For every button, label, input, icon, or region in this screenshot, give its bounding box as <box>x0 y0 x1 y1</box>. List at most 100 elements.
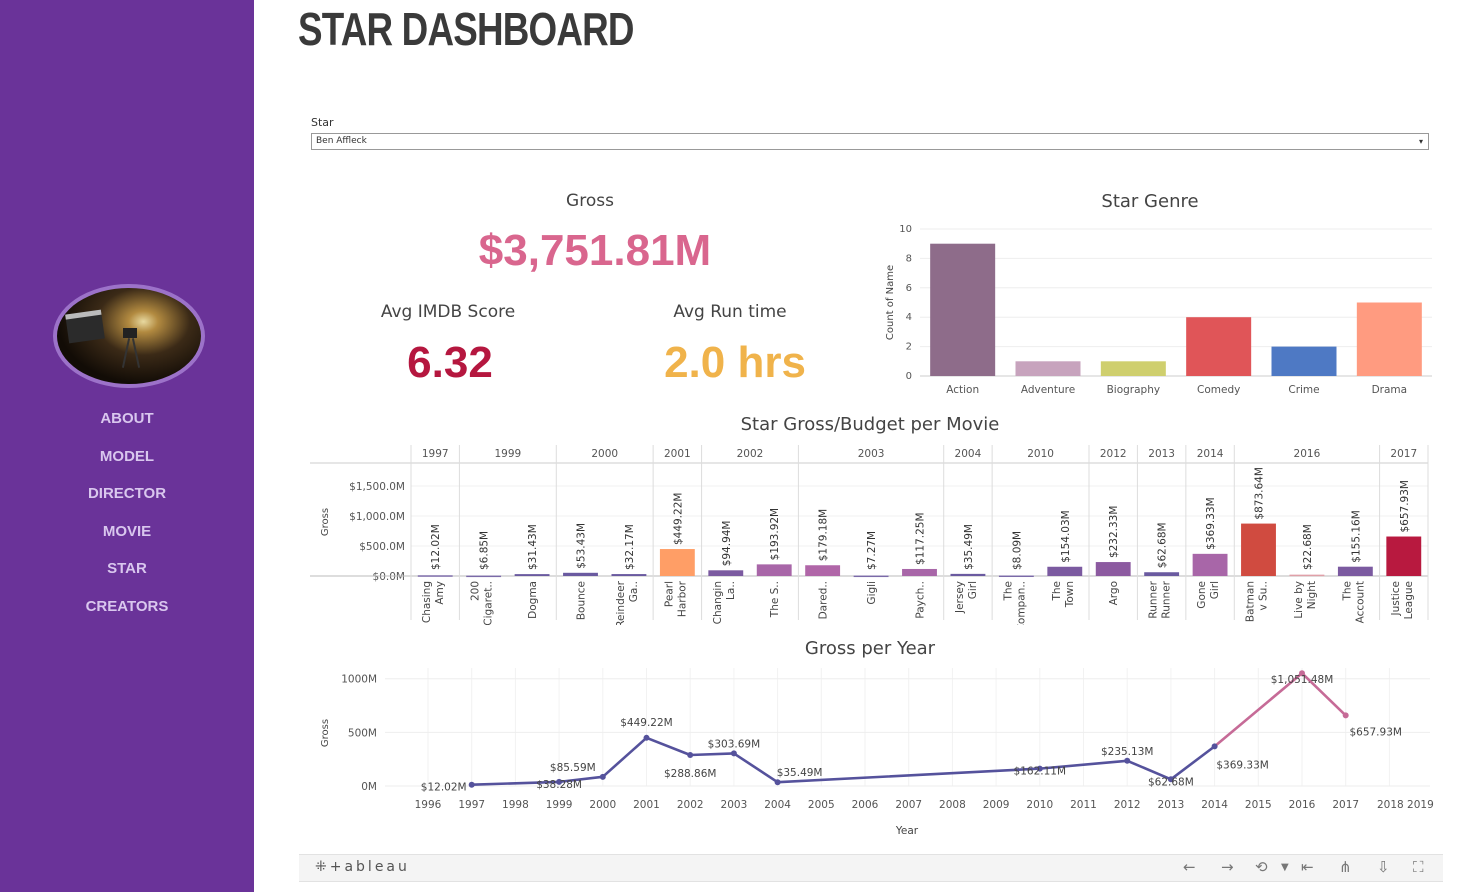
movie-bar[interactable] <box>563 572 598 576</box>
year-y-tick: 500M <box>348 727 377 739</box>
left-arrow-icon[interactable]: ← <box>1183 858 1196 876</box>
movie-bar[interactable] <box>1386 536 1422 576</box>
year-point-label: $449.22M <box>620 717 672 729</box>
year-point[interactable] <box>1211 743 1218 750</box>
movie-value-label: $7.27M <box>866 531 878 570</box>
movie-value-label: $369.33M <box>1205 497 1217 549</box>
chevron-down-icon[interactable]: ▼ <box>1281 862 1289 873</box>
year-point[interactable] <box>1036 765 1043 772</box>
movie-bar[interactable] <box>1095 562 1131 576</box>
year-point-label: $369.33M <box>1216 759 1268 771</box>
movie-value-label: $35.49M <box>963 524 975 570</box>
nav-star[interactable]: STAR <box>107 560 147 577</box>
year-point-label: $38.28M <box>536 779 582 791</box>
year-point[interactable] <box>774 779 781 786</box>
nav-model[interactable]: MODEL <box>99 447 155 465</box>
movie-bar[interactable] <box>805 565 841 576</box>
fullscreen-icon[interactable]: ⛶ <box>1413 858 1424 876</box>
year-point[interactable] <box>1342 712 1349 719</box>
star-dropdown-value: Ben Affleck <box>316 136 367 146</box>
movie-name-label: Girl <box>1209 581 1221 599</box>
nav-creators[interactable]: CREATORS <box>85 597 169 615</box>
movie-year-header: 2001 <box>664 448 691 460</box>
year-x-tick: 2018 2019 <box>1377 799 1434 811</box>
star-dropdown[interactable]: Ben Affleck ▾ <box>311 133 1429 150</box>
movie-bar[interactable] <box>1289 574 1325 577</box>
first-icon[interactable]: ⇤ <box>1301 858 1314 876</box>
movie-value-label: $179.18M <box>818 509 830 561</box>
movie-bar[interactable] <box>1047 566 1083 576</box>
movie-bar[interactable] <box>902 568 937 576</box>
movie-bar[interactable] <box>514 574 550 576</box>
year-point-label: $35.49M <box>777 767 823 779</box>
movie-name-label: Bounce <box>576 581 588 620</box>
genre-x-tick: Action <box>946 384 979 396</box>
movie-name-label: Account <box>1354 581 1366 623</box>
year-point[interactable] <box>643 734 650 741</box>
year-point[interactable] <box>730 750 737 757</box>
year-y-label: Gross <box>320 719 331 747</box>
movie-bar[interactable] <box>950 573 986 576</box>
year-line-segment <box>470 780 561 787</box>
movie-year-header: 2000 <box>591 448 618 460</box>
movie-year-header: 2004 <box>955 448 982 460</box>
movie-name-label: Ga.. <box>628 581 640 602</box>
year-y-tick: 1000M <box>341 674 377 686</box>
year-x-tick: 2005 <box>808 799 835 811</box>
movie-name-label: Compan.. <box>1015 581 1027 625</box>
runtime-value: 2.0 hrs <box>664 338 806 387</box>
year-point[interactable] <box>1167 776 1174 783</box>
movie-bar[interactable] <box>1192 553 1228 576</box>
nav-movie[interactable]: MOVIE <box>102 522 152 540</box>
runtime-title: Avg Run time <box>673 302 787 322</box>
year-x-tick: 2007 <box>895 799 922 811</box>
movie-name-label: Dogma <box>527 581 539 619</box>
movie-bar[interactable] <box>1144 572 1180 576</box>
year-line-segment <box>645 736 692 757</box>
year-line-segment <box>1169 745 1216 781</box>
year-point[interactable] <box>687 752 694 759</box>
nav-director[interactable]: DIRECTOR <box>87 485 167 502</box>
year-point[interactable] <box>556 778 563 785</box>
year-x-tick: 1997 <box>458 799 485 811</box>
movie-name-label: League <box>1403 581 1415 619</box>
movie-bar[interactable] <box>708 570 744 576</box>
year-point[interactable] <box>599 773 606 780</box>
movie-name-label: The S.. <box>769 581 781 618</box>
movie-bar[interactable] <box>1337 566 1373 576</box>
genre-bar <box>1271 346 1337 376</box>
movie-year-header: 1997 <box>422 448 449 460</box>
movie-bar[interactable] <box>659 549 695 576</box>
movie-value-label: $53.43M <box>576 523 588 569</box>
camera-icon <box>123 328 137 338</box>
download-icon[interactable]: ⇩ <box>1377 858 1390 876</box>
right-arrow-icon[interactable]: → <box>1221 858 1234 876</box>
year-point[interactable] <box>1299 670 1305 677</box>
movie-bar[interactable] <box>853 575 889 578</box>
genre-x-tick: Biography <box>1107 384 1161 396</box>
movie-name-label: Runner <box>1161 580 1173 618</box>
year-x-tick: 1999 <box>546 799 573 811</box>
year-point[interactable] <box>468 781 475 788</box>
movie-name-label: Argo <box>1108 581 1120 605</box>
movie-bar[interactable] <box>998 575 1034 578</box>
movie-bar[interactable] <box>756 564 792 576</box>
year-x-tick: 2001 <box>633 799 660 811</box>
movie-bar[interactable] <box>466 575 502 578</box>
movie-bar[interactable] <box>611 574 647 576</box>
movie-y-tick: $1,000.0M <box>349 511 405 523</box>
movie-value-label: $6.85M <box>479 531 491 570</box>
movie-value-label: $155.16M <box>1350 510 1362 562</box>
year-x-tick: 2011 <box>1070 799 1097 811</box>
movie-bar[interactable] <box>417 575 453 577</box>
year-chart-title: Gross per Year <box>804 638 936 659</box>
revert-icon[interactable]: ⟲ <box>1255 858 1268 876</box>
movie-name-label: Night <box>1306 581 1318 609</box>
movie-bar[interactable] <box>1241 523 1276 576</box>
share-icon[interactable]: ⋔ <box>1339 858 1352 876</box>
imdb-title: Avg IMDB Score <box>380 302 516 322</box>
clapperboard-icon <box>65 309 105 344</box>
nav-about[interactable]: ABOUT <box>100 410 154 427</box>
year-point[interactable] <box>1124 757 1131 764</box>
movie-year-header: 1999 <box>494 448 521 460</box>
